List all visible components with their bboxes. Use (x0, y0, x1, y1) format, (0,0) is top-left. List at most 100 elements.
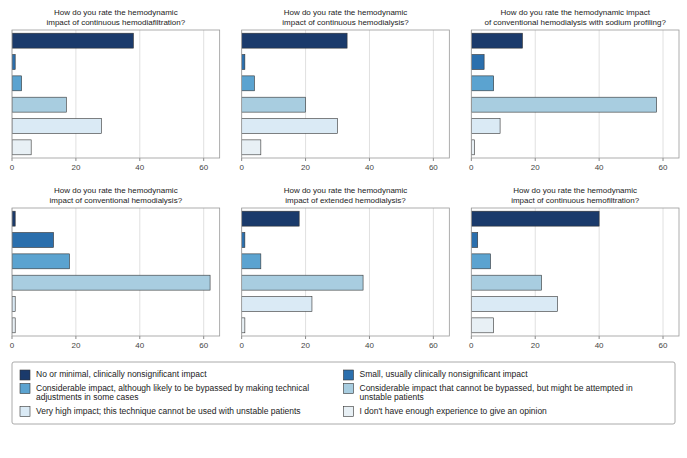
tick-mark (241, 336, 242, 339)
tick-label: 40 (595, 163, 604, 172)
bar (471, 318, 493, 333)
bar (12, 254, 70, 269)
bar (471, 254, 490, 269)
bar (471, 76, 493, 91)
tick-label: 20 (301, 341, 310, 350)
tick-mark (203, 158, 204, 161)
bars (471, 211, 599, 333)
grid-line (599, 30, 600, 158)
grid-line (535, 30, 536, 158)
legend-label-line: unstable patients (360, 392, 424, 402)
grid-line (663, 30, 664, 158)
bar (471, 297, 557, 312)
subplot: How do you rate the hemodynamicimpact of… (239, 186, 449, 350)
bar (242, 76, 255, 91)
plot-frame (12, 208, 220, 336)
legend-label-line: Considerable impact that cannot be bypas… (360, 383, 633, 393)
grid-line (75, 208, 76, 336)
tick-mark (75, 158, 76, 161)
subplot: How do you rate the hemodynamicimpact of… (10, 8, 220, 172)
subplot: How do you rate the hemodynamicimpact of… (239, 8, 449, 172)
tick-label: 40 (365, 341, 374, 350)
tick-mark (139, 158, 140, 161)
plot-background (12, 208, 220, 336)
legend: No or minimal, clinically nonsignificant… (12, 362, 675, 424)
bar (471, 97, 656, 112)
tick-mark (433, 158, 434, 161)
grid-line (535, 208, 536, 336)
grid-line (599, 208, 600, 336)
tick-label: 20 (531, 341, 540, 350)
tick-label: 20 (531, 163, 540, 172)
subplot-title: How do you rate the hemodynamicimpact of… (46, 8, 185, 27)
tick-label: 20 (71, 163, 80, 172)
bar (242, 233, 245, 248)
bar (12, 233, 54, 248)
bar (12, 97, 66, 112)
tick-mark (471, 158, 472, 161)
bar (471, 119, 500, 134)
tick-label: 40 (135, 163, 144, 172)
legend-swatch (344, 384, 354, 394)
tick-label: 60 (429, 341, 438, 350)
legend-label-line: adjustments in some cases (36, 392, 139, 402)
tick-mark (305, 158, 306, 161)
grid-line (369, 30, 370, 158)
bar (471, 140, 474, 155)
subplot-title-line: How do you rate the hemodynamic (513, 186, 637, 195)
subplot-title-line: of conventional hemodialysis with sodium… (484, 18, 666, 27)
bar (242, 211, 300, 226)
plot-background (242, 208, 450, 336)
subplot-title-line: impact of continuous hemofiltration? (511, 196, 640, 205)
page: {"chart_data": [ {"type": "bar", "orient… (0, 0, 687, 458)
tick-mark (663, 336, 664, 339)
tick-mark (75, 336, 76, 339)
bar (471, 211, 599, 226)
plot-frame (242, 208, 450, 336)
legend-frame (12, 362, 675, 424)
bar (12, 211, 15, 226)
tick-label: 60 (199, 163, 208, 172)
tick-mark (535, 336, 536, 339)
tick-mark (139, 336, 140, 339)
tick-mark (599, 158, 600, 161)
bar (471, 233, 477, 248)
tick-label: 60 (659, 163, 668, 172)
tick-label: 0 (239, 163, 244, 172)
grid-line (305, 30, 306, 158)
bar (12, 140, 31, 155)
tick-label: 40 (595, 341, 604, 350)
bar (242, 140, 261, 155)
subplot-title-line: How do you rate the hemodynamic (54, 186, 178, 195)
legend-label: Very high impact; this technique cannot … (36, 406, 301, 416)
grid-line (305, 208, 306, 336)
bar (242, 318, 245, 333)
bar (12, 275, 210, 290)
legend-label-line: Very high impact; this technique cannot … (36, 406, 301, 416)
subplot: How do you rate the hemodynamicimpact of… (469, 186, 679, 350)
tick-label: 20 (71, 341, 80, 350)
bar (12, 55, 15, 70)
bar (242, 119, 338, 134)
legend-label: I don't have enough experience to give a… (360, 406, 548, 416)
subplot: How do you rate the hemodynamic impactof… (469, 8, 679, 172)
subplot-title-line: impact of conventional hemodialysis? (50, 196, 183, 205)
tick-mark (369, 158, 370, 161)
bar (471, 33, 522, 48)
bar (242, 55, 245, 70)
bar (12, 318, 15, 333)
subplot-title-line: impact of extended hemodialysis? (285, 196, 406, 205)
legend-swatch (20, 370, 30, 380)
tick-label: 0 (10, 163, 15, 172)
grid-line (139, 208, 140, 336)
tick-mark (241, 158, 242, 161)
grid-line (663, 208, 664, 336)
legend-label-line: Considerable impact, although likely to … (36, 383, 309, 393)
tick-label: 40 (365, 163, 374, 172)
tick-mark (203, 336, 204, 339)
bars (242, 33, 347, 155)
tick-mark (369, 336, 370, 339)
bars (471, 33, 656, 155)
tick-mark (12, 336, 13, 339)
bar (12, 76, 22, 91)
